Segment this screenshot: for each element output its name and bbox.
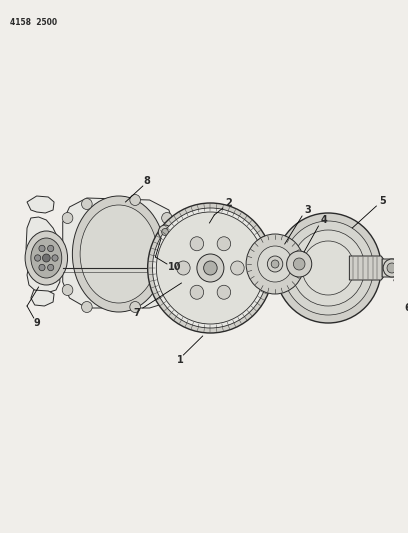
Circle shape <box>231 261 244 275</box>
Circle shape <box>130 195 140 206</box>
Text: 6: 6 <box>404 303 408 313</box>
Text: 7: 7 <box>134 308 140 318</box>
Text: 5: 5 <box>379 196 386 206</box>
Ellipse shape <box>287 251 312 277</box>
Circle shape <box>190 285 204 299</box>
Text: 1: 1 <box>177 355 184 365</box>
Ellipse shape <box>72 196 165 312</box>
Circle shape <box>383 259 401 277</box>
Ellipse shape <box>246 234 304 294</box>
Ellipse shape <box>31 238 62 278</box>
Text: 2: 2 <box>225 198 232 208</box>
Circle shape <box>162 213 172 223</box>
Circle shape <box>177 261 190 275</box>
Text: 8: 8 <box>143 176 150 186</box>
Polygon shape <box>382 259 399 277</box>
Circle shape <box>162 287 172 297</box>
Polygon shape <box>26 217 66 293</box>
Ellipse shape <box>293 258 305 270</box>
Ellipse shape <box>275 213 381 323</box>
Circle shape <box>39 245 45 252</box>
Circle shape <box>271 260 279 268</box>
Polygon shape <box>349 256 384 280</box>
Circle shape <box>203 223 216 237</box>
Circle shape <box>387 263 397 273</box>
Ellipse shape <box>80 205 157 303</box>
Circle shape <box>48 264 54 271</box>
Ellipse shape <box>156 212 264 324</box>
Circle shape <box>82 302 92 312</box>
Text: 10: 10 <box>168 262 182 272</box>
Text: 4158  2500: 4158 2500 <box>10 18 57 27</box>
Ellipse shape <box>258 246 293 282</box>
Circle shape <box>130 302 140 312</box>
Ellipse shape <box>291 230 365 306</box>
Ellipse shape <box>148 203 273 333</box>
Ellipse shape <box>153 208 268 328</box>
Ellipse shape <box>283 221 373 315</box>
Text: 9: 9 <box>33 318 40 328</box>
Circle shape <box>267 256 283 272</box>
Polygon shape <box>63 198 174 308</box>
Circle shape <box>162 229 169 236</box>
Circle shape <box>39 264 45 271</box>
Ellipse shape <box>302 241 354 295</box>
Circle shape <box>62 285 73 295</box>
Polygon shape <box>31 290 54 306</box>
Circle shape <box>158 225 172 239</box>
Circle shape <box>52 255 58 261</box>
Circle shape <box>217 285 231 299</box>
Circle shape <box>204 261 217 275</box>
Circle shape <box>35 255 41 261</box>
Circle shape <box>62 213 73 223</box>
Circle shape <box>197 254 224 282</box>
Polygon shape <box>27 196 54 213</box>
Text: 4: 4 <box>321 215 328 225</box>
Circle shape <box>42 254 50 262</box>
Circle shape <box>206 227 213 233</box>
Circle shape <box>82 198 92 209</box>
Circle shape <box>217 237 231 251</box>
Circle shape <box>190 237 204 251</box>
Circle shape <box>48 245 54 252</box>
Text: 3: 3 <box>304 205 311 215</box>
Ellipse shape <box>25 231 68 285</box>
